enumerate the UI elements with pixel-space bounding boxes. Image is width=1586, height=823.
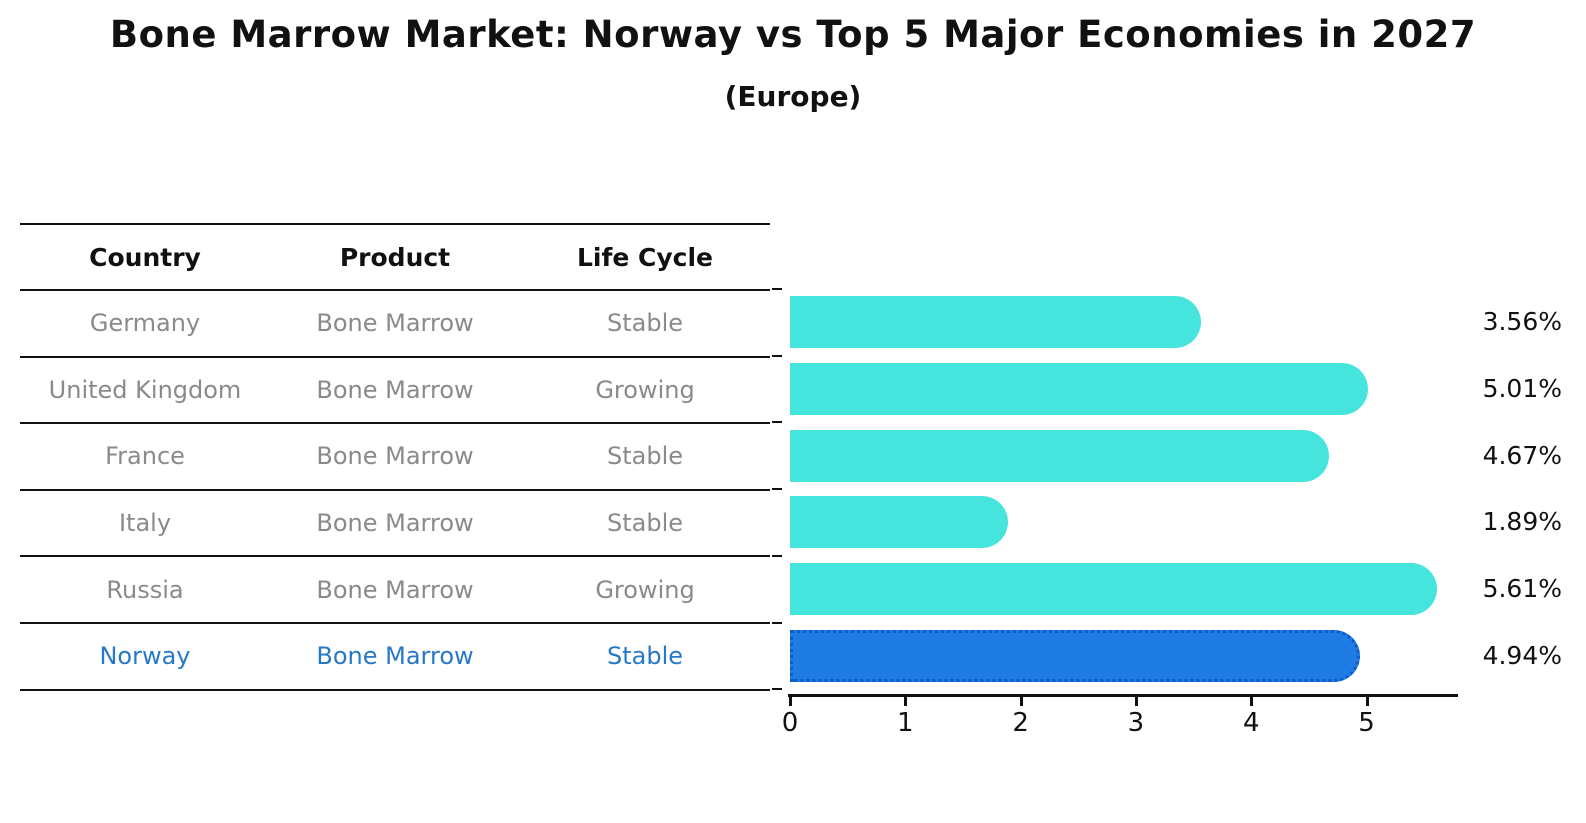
x-tick-label-1: 1	[897, 708, 914, 738]
table-row-united-kingdom: United Kingdom Bone Marrow Growing	[20, 358, 770, 425]
bar-germany	[790, 296, 1201, 349]
x-tick-label-5: 5	[1358, 708, 1375, 738]
lifecycle-cell: Stable	[606, 509, 684, 538]
table-row-france: France Bone Marrow Stable	[20, 424, 770, 491]
y-tick-6	[772, 688, 782, 691]
lifecycle-cell: Stable	[606, 309, 684, 338]
y-tick-5	[772, 621, 782, 624]
product-cell: Bone Marrow	[316, 575, 474, 604]
x-tick-4	[1250, 697, 1254, 706]
value-label-italy: 1.89%	[1482, 507, 1562, 537]
table-body: Germany Bone Marrow Stable United Kingdom Bo…	[20, 291, 770, 691]
table-header-country: Country	[89, 242, 201, 272]
lifecycle-cell: Stable	[606, 442, 684, 471]
lifecycle-cell: Growing	[595, 575, 695, 604]
value-label-russia: 5.61%	[1482, 574, 1562, 604]
country-cell: Italy	[118, 509, 172, 538]
country-cell: United Kingdom	[48, 375, 242, 404]
table-row-russia: Russia Bone Marrow Growing	[20, 557, 770, 624]
country-cell: Russia	[106, 575, 184, 604]
chart-title: Bone Marrow Market: Norway vs Top 5 Majo…	[109, 13, 1477, 56]
table-row-italy: Italy Bone Marrow Stable	[20, 491, 770, 558]
x-tick-1	[904, 697, 908, 706]
x-tick-2	[1019, 697, 1023, 706]
product-cell: Bone Marrow	[316, 309, 474, 338]
table-header-product: Product	[339, 242, 451, 272]
x-tick-5	[1365, 697, 1369, 706]
x-tick-0	[789, 697, 792, 706]
table-row-germany: Germany Bone Marrow Stable	[20, 291, 770, 358]
table-header-row: Country Product Life Cycle	[20, 225, 770, 291]
value-label-france: 4.67%	[1482, 440, 1562, 470]
y-tick-2	[772, 421, 782, 424]
lifecycle-cell: Growing	[595, 375, 695, 404]
value-label-norway: 4.94%	[1482, 640, 1562, 670]
value-label-united-kingdom: 5.01%	[1482, 374, 1562, 404]
bar-norway	[790, 629, 1360, 682]
y-tick-1	[772, 354, 782, 357]
lifecycle-cell: Stable	[606, 642, 684, 671]
x-tick-label-2: 2	[1012, 708, 1029, 738]
x-tick-3	[1134, 697, 1138, 706]
bar-france	[790, 429, 1329, 482]
bar-italy	[790, 496, 1008, 549]
product-cell: Bone Marrow	[316, 509, 474, 538]
x-tick-label-3: 3	[1127, 708, 1145, 738]
y-tick-4	[772, 554, 782, 557]
x-tick-label-0: 0	[781, 708, 799, 738]
table-row-norway: Norway Bone Marrow Stable	[20, 624, 770, 691]
product-cell: Bone Marrow	[316, 642, 474, 671]
comparison-table: Country Product Life Cycle Germany Bone Mar…	[20, 223, 770, 691]
table-header-life-cycle: Life Cycle	[576, 242, 714, 272]
y-tick-3	[772, 488, 782, 491]
y-tick-0	[772, 288, 782, 290]
bar-russia	[790, 563, 1437, 616]
country-cell: France	[105, 442, 185, 471]
product-cell: Bone Marrow	[316, 442, 474, 471]
country-cell: Norway	[99, 642, 191, 671]
value-label-germany: 3.56%	[1482, 307, 1562, 337]
chart-subtitle: (Europe)	[724, 80, 862, 113]
x-tick-label-4: 4	[1242, 708, 1260, 738]
product-cell: Bone Marrow	[316, 375, 474, 404]
x-axis-line	[788, 694, 1458, 697]
bar-united-kingdom	[790, 363, 1368, 416]
country-cell: Germany	[89, 309, 201, 338]
